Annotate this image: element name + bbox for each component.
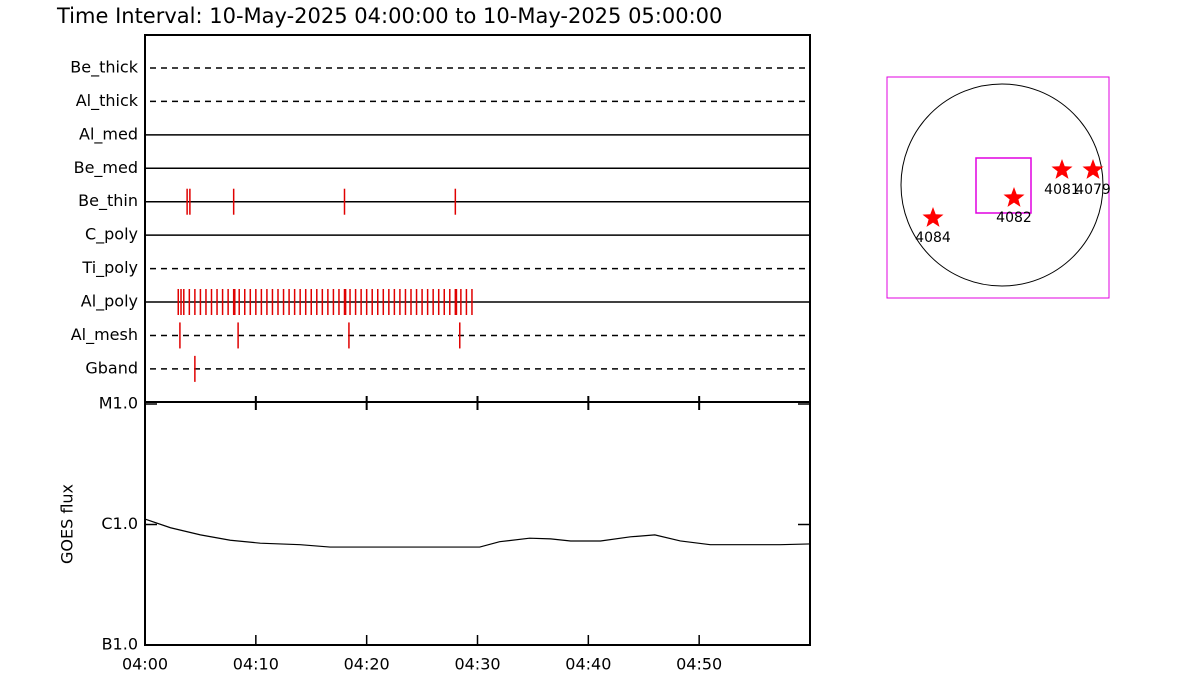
field-of-view	[975, 157, 1032, 214]
row-label: Be_thin	[78, 191, 138, 211]
row-label: Be_med	[74, 158, 138, 178]
row-label: Gband	[85, 358, 138, 377]
x-tick-label: 04:40	[565, 655, 611, 674]
region-label: 4084	[915, 230, 951, 246]
region-star	[1051, 159, 1073, 179]
row-label: C_poly	[85, 225, 138, 245]
row-label: Al_mesh	[71, 325, 138, 345]
region-star	[922, 207, 944, 227]
x-tick-label: 04:20	[344, 655, 390, 674]
y-tick-label: C1.0	[101, 514, 138, 533]
timeline-frame	[144, 34, 811, 403]
goes-frame	[144, 401, 811, 646]
row-label: Ti_poly	[81, 258, 138, 278]
row-label: Al_thick	[76, 91, 139, 111]
y-tick-label: M1.0	[99, 394, 138, 413]
x-tick-label: 04:00	[122, 655, 168, 674]
region-star	[1082, 159, 1104, 179]
chart-title: Time Interval: 10-May-2025 04:00:00 to 1…	[56, 4, 722, 28]
region-star	[1003, 187, 1025, 207]
row-label: Al_med	[79, 124, 138, 144]
solar-disk	[900, 83, 1104, 287]
y-tick-label: B1.0	[102, 635, 138, 654]
region-label: 4081	[1044, 182, 1080, 198]
row-label: Al_poly	[81, 292, 138, 312]
x-tick-label: 04:30	[454, 655, 500, 674]
x-tick-label: 04:10	[233, 655, 279, 674]
region-label: 4079	[1075, 182, 1111, 198]
region-label: 4082	[996, 210, 1032, 226]
row-label: Be_thick	[70, 58, 138, 78]
map-frame	[886, 76, 1110, 299]
goes-curve	[144, 518, 811, 548]
y-axis-label: GOES flux	[58, 484, 77, 564]
x-tick-label: 04:50	[676, 655, 722, 674]
